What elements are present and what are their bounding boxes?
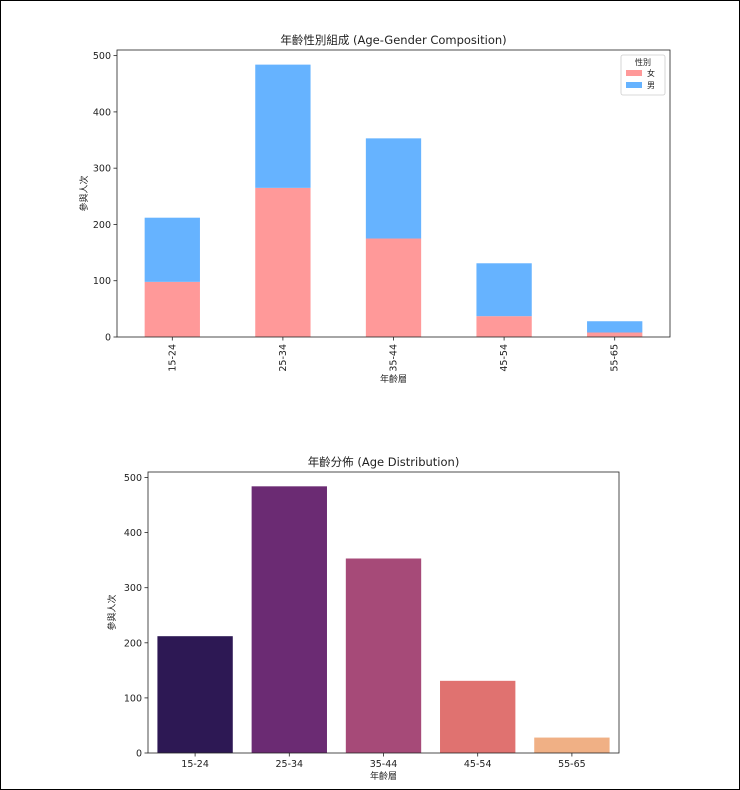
bar-45-54-male [476, 263, 532, 317]
bar-25-34-female [255, 187, 311, 337]
x-tick-label: 55-65 [558, 759, 586, 770]
bar-25-34 [251, 486, 327, 753]
x-tick-label: 15-24 [181, 759, 209, 770]
bar-15-24-female [144, 281, 200, 337]
y-tick-label: 0 [136, 749, 142, 760]
x-axis-label: 年齡層 [380, 373, 407, 385]
y-axis-label: 參與人次 [106, 594, 118, 630]
bar-35-44-male [365, 138, 422, 239]
y-tick-label: 300 [124, 583, 142, 594]
x-tick-label: 45-54 [499, 344, 510, 372]
y-tick-label: 200 [124, 638, 142, 649]
x-tick-label: 25-34 [278, 344, 289, 372]
legend-label-0: 女 [647, 68, 655, 78]
bar-15-24-male [144, 217, 200, 282]
distribution-bar-chart: 15-24 25-34 35-44 45-54 55-65 0 100 200 300 400 50… [106, 455, 620, 782]
y-tick-label: 500 [124, 473, 142, 484]
y-tick-label: 400 [93, 107, 111, 118]
y-tick-label: 100 [93, 276, 111, 287]
bar-45-54-female [476, 316, 532, 337]
y-axis-label: 參與人次 [78, 175, 90, 211]
legend-label-1: 男 [647, 81, 655, 90]
bar-35-44-female [365, 238, 422, 337]
legend-swatch-1 [626, 82, 642, 88]
x-axis-label: 年齡層 [370, 770, 397, 782]
x-tick-label: 25-34 [275, 759, 303, 770]
chart-title: 年齡性別組成 (Age-Gender Composition) [280, 33, 506, 47]
x-tick-label: 35-44 [370, 759, 398, 770]
y-tick-label: 200 [93, 220, 111, 231]
y-tick-label: 500 [93, 51, 111, 62]
bar-55-65 [534, 737, 610, 753]
bar-55-65-female [587, 332, 643, 337]
bar-35-44 [345, 558, 422, 753]
x-tick-label: 45-54 [464, 759, 492, 770]
bar-15-24 [157, 636, 233, 753]
y-tick-label: 400 [124, 528, 142, 539]
x-tick-label: 15-24 [167, 344, 178, 372]
x-tick-label: 35-44 [389, 344, 400, 372]
legend-swatch-0 [626, 70, 642, 76]
x-tick-label: 55-65 [610, 344, 621, 372]
stacked-bar-chart: 15-24 25-34 35-44 45-54 55-65 0 100 200 300 400 50… [78, 33, 671, 385]
chart-title: 年齡分佈 (Age Distribution) [308, 455, 460, 469]
y-tick-label: 300 [93, 164, 111, 175]
legend-title: 性別 [635, 57, 651, 67]
axes-frame [147, 471, 620, 754]
bar-45-54 [440, 680, 516, 753]
bar-25-34-male [255, 64, 311, 188]
bar-55-65-male [587, 321, 643, 333]
axes-frame [116, 49, 671, 338]
y-tick-label: 100 [124, 693, 142, 704]
y-tick-label: 0 [105, 333, 111, 344]
